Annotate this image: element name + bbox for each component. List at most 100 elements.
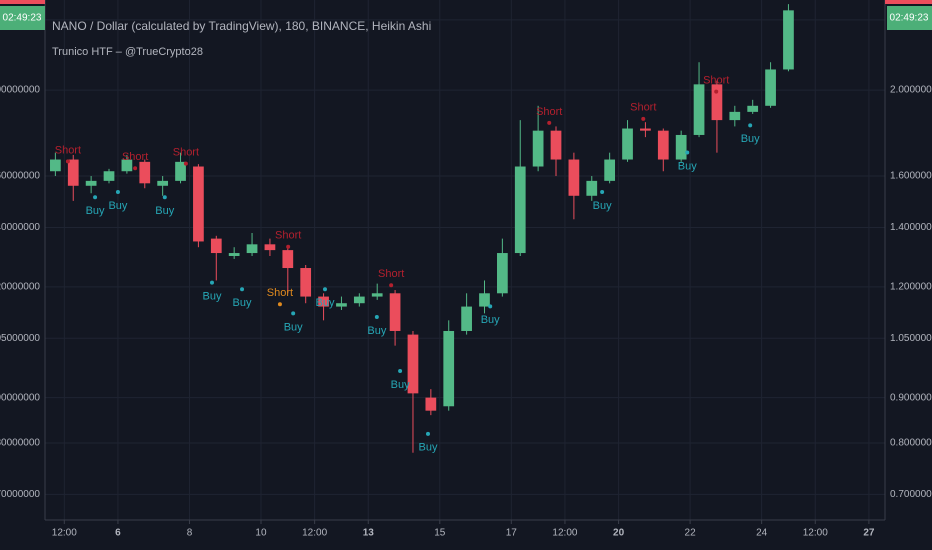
candle-body <box>640 128 651 131</box>
x-tick-label: 17 <box>506 528 518 539</box>
signal-dot <box>389 283 394 288</box>
candle-body <box>318 296 329 307</box>
signal-label: Short <box>536 106 562 118</box>
x-tick-label: 12:00 <box>552 528 577 539</box>
price-marker <box>0 0 45 4</box>
signal-label: Buy <box>108 200 127 212</box>
signal-label: Buy <box>155 205 174 217</box>
candle-body <box>532 130 544 167</box>
signal-dot <box>323 287 327 292</box>
candle-body <box>210 238 222 254</box>
signal-label: Buy <box>86 205 105 217</box>
signal-label: Buy <box>203 290 222 302</box>
indicator-name: Trunico HTF – @TrueCrypto28 <box>52 46 203 58</box>
candle-body <box>157 180 169 186</box>
x-tick-label: 15 <box>434 528 446 539</box>
signal-dot <box>240 287 245 292</box>
signal-label: Buy <box>593 200 612 212</box>
x-tick-label: 12:00 <box>803 528 828 539</box>
candle-body <box>389 293 401 331</box>
x-tick-label: 24 <box>756 528 768 539</box>
signal-label: Buy <box>391 379 410 391</box>
candle-body <box>443 330 455 407</box>
y-tick-label: 0.90000000 <box>0 392 40 403</box>
candle-body <box>693 84 705 135</box>
signal-label: Buy <box>284 321 303 333</box>
signal-dot <box>115 190 120 195</box>
signal-dot <box>133 166 138 171</box>
x-tick-label: 12:00 <box>52 528 77 539</box>
candle-body <box>139 161 151 184</box>
signal-dot <box>65 159 70 164</box>
candle-body <box>264 244 276 251</box>
candle-body <box>747 105 759 112</box>
candle-body <box>353 296 365 304</box>
candle-body <box>103 171 115 181</box>
x-tick-label: 22 <box>685 528 697 539</box>
candle-body <box>336 303 347 307</box>
candle-body <box>497 253 508 294</box>
candle-body <box>657 130 669 160</box>
candle-body <box>604 159 616 181</box>
signal-dot <box>291 311 296 316</box>
candle-body <box>246 244 258 254</box>
signal-dot <box>209 280 214 285</box>
candle-body <box>85 180 97 186</box>
signal-dot <box>286 244 291 249</box>
candle-body <box>371 293 383 297</box>
time-tag-bg <box>0 6 45 30</box>
x-tick-label: 27 <box>863 528 875 539</box>
y-tick-label: 0.90000000 <box>890 392 932 403</box>
candle-body <box>622 128 633 160</box>
signal-label: Buy <box>316 297 335 309</box>
candle-body <box>586 180 598 196</box>
x-tick-label: 10 <box>255 528 267 539</box>
time-tag: 02:49:23 <box>3 13 42 24</box>
candle-body <box>175 161 186 181</box>
x-tick-label: 12:00 <box>302 528 327 539</box>
signal-dot <box>488 304 493 309</box>
candle-body <box>407 334 419 394</box>
signal-label: Short <box>703 74 729 86</box>
x-tick-label: 20 <box>613 528 625 539</box>
signal-label: Buy <box>233 297 252 309</box>
candle-body <box>765 69 776 106</box>
signal-dot <box>641 116 646 121</box>
signal-label: Short <box>173 147 199 159</box>
signal-label: Short <box>267 287 293 299</box>
candle-body <box>711 84 723 121</box>
x-tick-label: 13 <box>363 528 375 539</box>
signal-dot <box>374 314 379 319</box>
signal-label: Short <box>378 268 404 280</box>
signal-dot <box>600 190 605 195</box>
signal-label: Short <box>275 230 301 242</box>
signal-label: Short <box>122 151 148 163</box>
candle-body <box>121 159 133 172</box>
time-tag: 02:49:23 <box>890 13 929 24</box>
signal-dot <box>183 161 188 166</box>
candle-body <box>193 166 204 242</box>
signal-dot <box>547 120 552 125</box>
candle-body <box>425 397 437 411</box>
candle-body <box>461 306 472 331</box>
signal-label: Buy <box>741 133 760 145</box>
time-tag-bg <box>887 6 932 30</box>
price-marker <box>885 0 932 4</box>
signal-label: Buy <box>367 325 386 337</box>
signal-dot <box>277 302 282 307</box>
signal-label: Short <box>630 102 656 114</box>
